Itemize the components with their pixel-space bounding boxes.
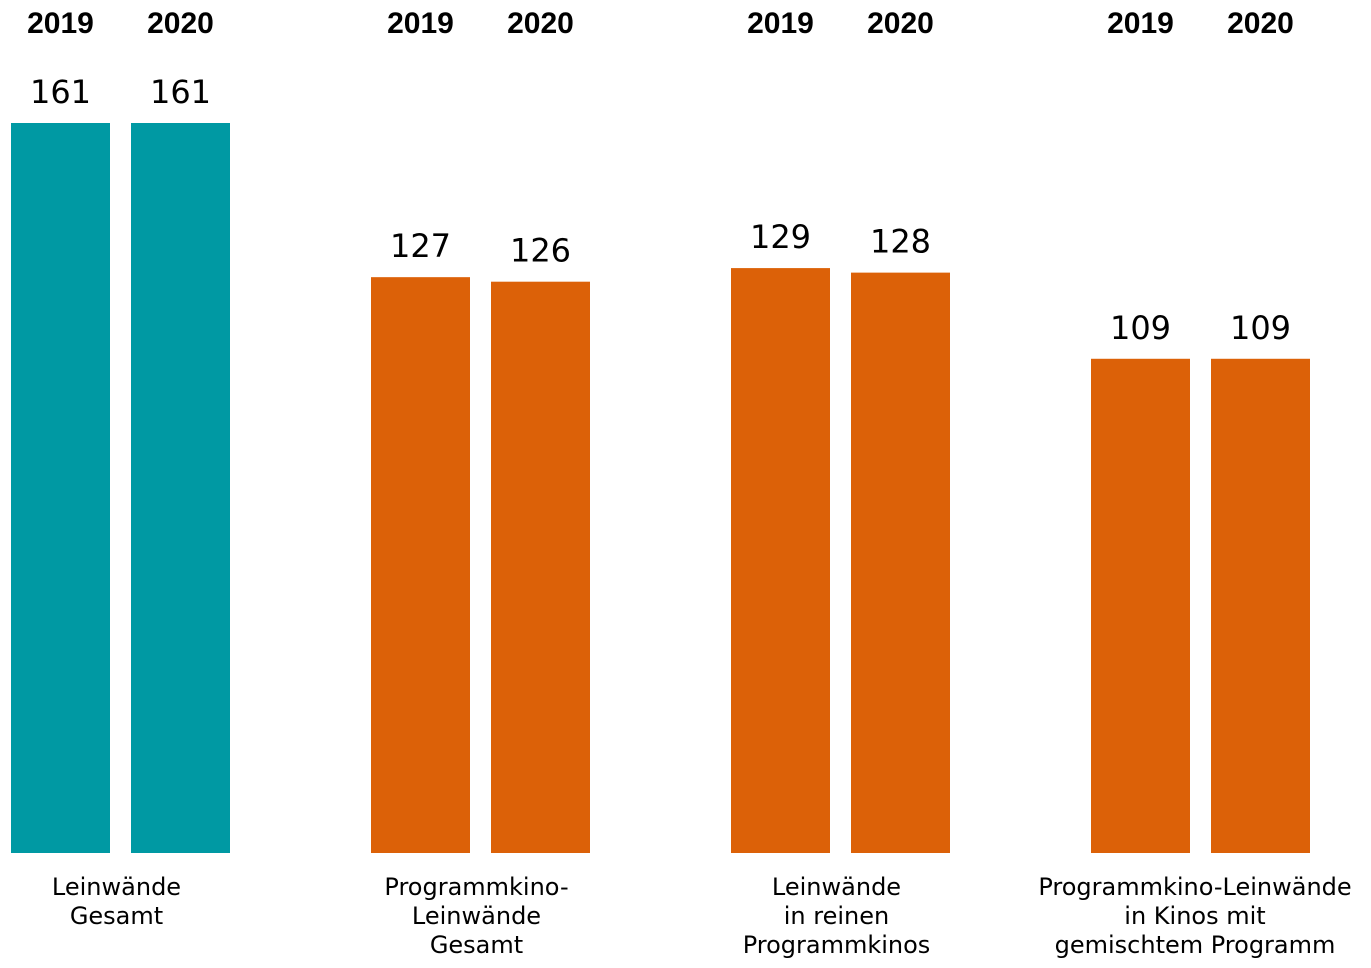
year-label: 2019 [27, 7, 94, 40]
year-label: 2020 [1227, 7, 1294, 40]
year-label: 2019 [747, 7, 814, 40]
year-label: 2019 [387, 7, 454, 40]
value-label: 127 [390, 227, 451, 265]
value-label: 126 [510, 232, 571, 270]
bar [131, 123, 230, 853]
year-label: 2019 [1107, 7, 1174, 40]
value-label: 109 [1230, 309, 1291, 347]
category-label: Programmkino-Leinwände in Kinos mit gemi… [1038, 873, 1352, 959]
value-label: 109 [1110, 309, 1171, 347]
category-label: Leinwände in reinen Programmkinos [742, 873, 931, 959]
value-label: 161 [30, 73, 91, 111]
bar [491, 281, 590, 853]
category-label: Programmkino- Leinwände Gesamt [384, 873, 569, 959]
bar [851, 272, 950, 853]
bar [1211, 358, 1310, 853]
category-label: Leinwände Gesamt [51, 873, 182, 930]
bar [1091, 358, 1190, 853]
value-label: 129 [750, 218, 811, 256]
year-label: 2020 [867, 7, 934, 40]
value-label: 128 [870, 223, 931, 261]
year-label: 2020 [507, 7, 574, 40]
year-label: 2020 [147, 7, 214, 40]
value-label: 161 [150, 73, 211, 111]
bar [371, 277, 470, 853]
bar [731, 268, 830, 854]
bar [11, 123, 110, 853]
